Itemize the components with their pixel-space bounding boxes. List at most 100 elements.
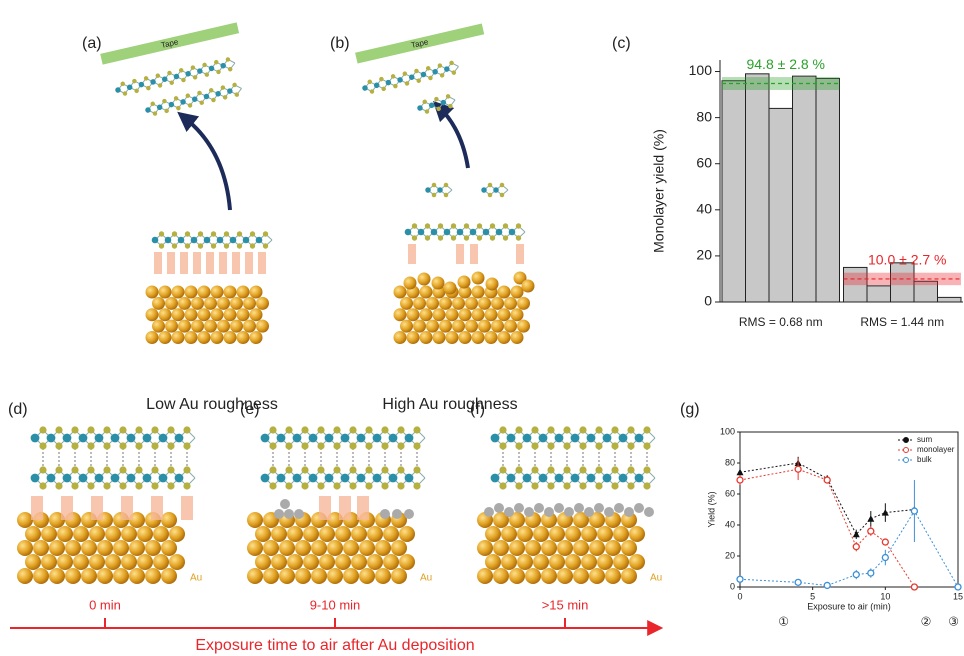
x-tick-label: 15 xyxy=(953,591,963,601)
au-atom xyxy=(191,320,204,333)
mo-atom xyxy=(635,434,644,443)
au-atom xyxy=(383,526,399,542)
au-atom xyxy=(217,320,230,333)
au-atom xyxy=(271,554,287,570)
oxide xyxy=(544,507,554,517)
au-atom xyxy=(230,320,243,333)
s-atom xyxy=(172,243,177,248)
au-atom xyxy=(501,526,517,542)
au-atom xyxy=(517,554,533,570)
legend-marker xyxy=(904,458,909,463)
au-atom xyxy=(256,297,269,310)
mean-label: 94.8 ± 2.8 % xyxy=(746,56,825,72)
bar xyxy=(816,78,840,302)
s-atom xyxy=(135,466,142,473)
s-atom xyxy=(167,442,174,449)
s-atom xyxy=(627,466,634,473)
s-atom xyxy=(185,231,190,236)
au-atom xyxy=(97,540,113,556)
region-label: ② xyxy=(921,614,932,628)
interaction xyxy=(232,252,240,274)
au-atom xyxy=(271,526,287,542)
mo-atom xyxy=(539,434,548,443)
au-atom xyxy=(391,568,407,584)
au-atom xyxy=(152,297,165,310)
au-atom xyxy=(493,540,509,556)
x-tick-label: 0 xyxy=(737,591,742,601)
s-atom xyxy=(438,235,443,240)
s-atom xyxy=(55,482,62,489)
au-atom xyxy=(549,526,565,542)
s-atom xyxy=(317,482,324,489)
au-atom xyxy=(159,308,172,321)
au-atom xyxy=(243,297,256,310)
mo-atom xyxy=(159,474,168,483)
s-atom xyxy=(151,482,158,489)
oxide xyxy=(494,503,504,513)
group-label: RMS = 1.44 nm xyxy=(860,315,944,329)
mo-atom xyxy=(309,434,318,443)
interaction xyxy=(167,252,175,274)
mo-atom xyxy=(496,229,503,236)
s-atom xyxy=(547,466,554,473)
au-atom xyxy=(178,320,191,333)
au-atom xyxy=(153,526,169,542)
s-atom xyxy=(301,482,308,489)
s-atom xyxy=(643,466,650,473)
mo-atom xyxy=(373,474,382,483)
s-atom xyxy=(151,466,158,473)
au-atom xyxy=(458,276,471,289)
y-axis-label: Monolayer yield (%) xyxy=(651,129,667,253)
mo-atom xyxy=(470,229,477,236)
au-atom xyxy=(533,554,549,570)
au-atom xyxy=(478,320,491,333)
au-atom xyxy=(335,526,351,542)
mo-atom xyxy=(293,434,302,443)
s-atom xyxy=(167,482,174,489)
s-atom xyxy=(595,426,602,433)
au-atom xyxy=(525,568,541,584)
s-atom xyxy=(285,442,292,449)
s-atom xyxy=(185,243,190,248)
s-atom xyxy=(172,231,177,236)
au-atom xyxy=(327,540,343,556)
au-atom xyxy=(501,554,517,570)
au-atom xyxy=(33,540,49,556)
au-atom xyxy=(172,286,185,299)
s-atom xyxy=(643,482,650,489)
au-atom xyxy=(303,526,319,542)
y-tick-label: 80 xyxy=(725,457,735,467)
s-atom xyxy=(563,442,570,449)
mo-atom xyxy=(357,474,366,483)
s-atom xyxy=(425,223,430,228)
au-atom xyxy=(493,568,509,584)
s-atom xyxy=(643,442,650,449)
au-atom xyxy=(478,297,491,310)
mo-atom xyxy=(309,474,318,483)
s-atom xyxy=(349,426,356,433)
s-atom xyxy=(211,243,216,248)
au-atom xyxy=(549,554,565,570)
s-atom xyxy=(198,231,203,236)
s-atom xyxy=(444,183,449,188)
au-atom xyxy=(243,320,256,333)
y-tick-label: 0 xyxy=(704,293,712,309)
au-atom xyxy=(420,331,433,344)
s-atom xyxy=(515,426,522,433)
au-atom xyxy=(472,308,485,321)
mo-atom xyxy=(389,474,398,483)
oxide xyxy=(380,509,390,519)
oxide xyxy=(574,503,584,513)
s-atom xyxy=(563,482,570,489)
y-tick-label: 40 xyxy=(696,201,712,217)
s-atom xyxy=(611,482,618,489)
s-atom xyxy=(503,223,508,228)
s-atom xyxy=(611,426,618,433)
au-atom xyxy=(511,331,524,344)
interaction xyxy=(180,252,188,274)
mo-atom xyxy=(175,434,184,443)
s-atom xyxy=(103,426,110,433)
s-atom xyxy=(135,426,142,433)
mo-atom xyxy=(341,434,350,443)
au-atom xyxy=(49,568,65,584)
